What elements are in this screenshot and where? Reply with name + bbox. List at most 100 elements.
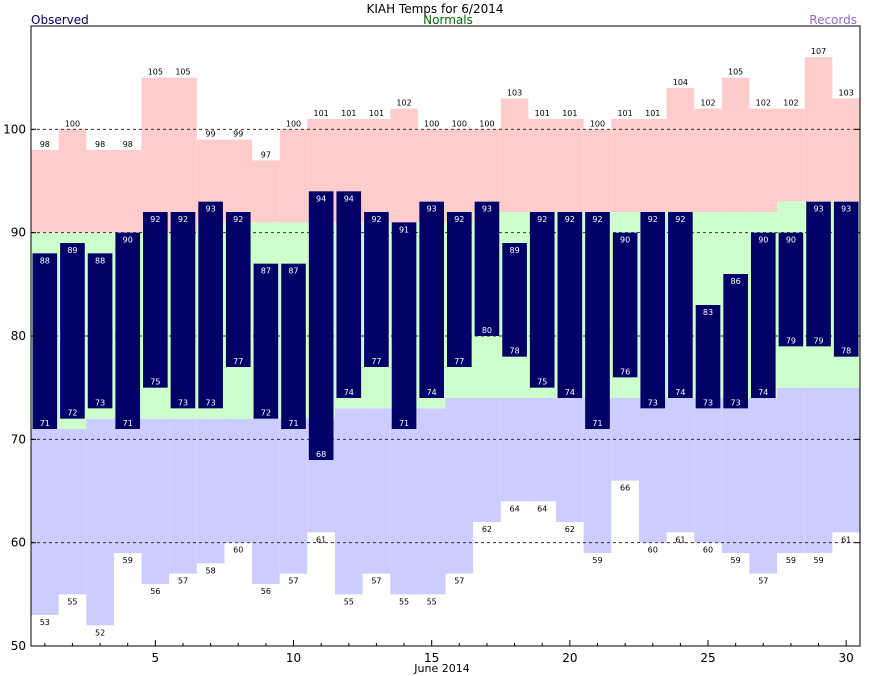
record-high-label: 105: [728, 68, 743, 77]
observed-high-label: 92: [178, 215, 188, 224]
observed-bar: [281, 263, 306, 429]
observed-low-label: 71: [40, 419, 50, 428]
record-low-label: 57: [178, 577, 188, 586]
record-low-band: [749, 398, 778, 574]
record-low-band: [500, 398, 529, 502]
record-high-band: [611, 119, 639, 212]
record-low-label: 60: [233, 546, 243, 555]
record-low-label: 60: [648, 546, 658, 555]
observed-low-label: 71: [123, 419, 133, 428]
observed-bar: [557, 212, 583, 398]
record-high-label: 100: [590, 119, 605, 128]
observed-bar: [143, 212, 168, 388]
record-low-band: [141, 418, 170, 584]
record-high-label: 101: [341, 109, 356, 118]
observed-high-label: 92: [150, 215, 160, 224]
observed-bar: [60, 243, 85, 419]
record-high-band: [390, 108, 418, 223]
record-low-band: [252, 418, 280, 584]
record-low-label: 55: [399, 597, 409, 606]
observed-low-label: 73: [731, 398, 741, 407]
observed-low-label: 73: [703, 398, 713, 407]
record-low-band: [556, 398, 584, 522]
record-high-band: [86, 150, 114, 233]
record-high-band: [721, 77, 750, 213]
record-high-label: 100: [286, 119, 301, 128]
record-high-band: [141, 77, 170, 233]
record-low-band: [31, 429, 59, 615]
x-tick-label: 15: [424, 651, 439, 665]
record-high-band: [362, 119, 391, 223]
record-high-label: 102: [396, 99, 411, 108]
legend-normals: Normals: [423, 13, 473, 27]
record-low-band: [362, 408, 391, 574]
observed-bar: [585, 212, 610, 429]
record-low-label: 60: [703, 546, 713, 555]
observed-high-label: 87: [288, 267, 298, 276]
record-high-label: 98: [123, 140, 133, 149]
record-low-band: [473, 398, 501, 522]
observed-low-label: 71: [399, 419, 409, 428]
record-high-band: [556, 119, 584, 212]
observed-high-label: 88: [95, 256, 105, 265]
record-low-band: [334, 408, 363, 595]
record-low-label: 64: [509, 504, 519, 513]
observed-low-label: 73: [95, 398, 105, 407]
observed-low-label: 73: [206, 398, 216, 407]
observed-bar: [170, 212, 196, 409]
record-low-label: 58: [206, 566, 216, 575]
record-low-band: [804, 387, 833, 553]
record-high-label: 101: [314, 109, 329, 118]
observed-low-label: 74: [427, 388, 437, 397]
observed-bar: [308, 191, 334, 461]
record-low-label: 55: [427, 597, 437, 606]
observed-low-label: 80: [482, 326, 492, 335]
observed-high-label: 93: [813, 205, 823, 214]
observed-bar: [225, 212, 251, 367]
observed-bar: [640, 212, 666, 409]
record-high-label: 99: [233, 130, 243, 139]
record-high-label: 103: [507, 88, 522, 97]
record-low-label: 55: [344, 597, 354, 606]
observed-low-label: 74: [675, 388, 685, 397]
record-high-label: 99: [206, 130, 216, 139]
observed-bar: [778, 232, 804, 347]
record-high-label: 105: [175, 68, 190, 77]
observed-high-label: 90: [758, 236, 768, 245]
y-tick-label: 50: [11, 639, 26, 653]
observed-bar: [695, 305, 721, 409]
observed-bar: [833, 201, 859, 357]
observed-bar: [474, 201, 500, 336]
observed-bar: [115, 232, 141, 429]
y-tick-label: 60: [11, 536, 26, 550]
observed-low-label: 79: [786, 336, 796, 345]
observed-low-label: 72: [261, 409, 271, 418]
record-low-label: 53: [40, 618, 50, 627]
record-low-band: [86, 418, 114, 626]
record-high-band: [749, 108, 778, 212]
observed-bar: [419, 201, 444, 398]
y-tick-label: 70: [11, 432, 26, 446]
record-high-label: 101: [645, 109, 660, 118]
record-low-label: 62: [482, 525, 492, 534]
observed-high-label: 91: [399, 225, 409, 234]
observed-low-label: 78: [509, 347, 519, 356]
record-high-label: 101: [617, 109, 632, 118]
record-high-label: 107: [811, 47, 826, 56]
legend-records: Records: [809, 13, 857, 27]
record-high-band: [252, 160, 280, 223]
observed-bar: [502, 243, 527, 357]
observed-high-label: 94: [344, 194, 354, 203]
observed-low-label: 79: [813, 336, 823, 345]
record-low-band: [417, 408, 446, 595]
legend-observed: Observed: [31, 13, 89, 27]
record-high-label: 104: [673, 78, 688, 87]
observed-bar: [198, 201, 223, 409]
record-low-band: [445, 398, 474, 574]
record-high-label: 102: [756, 99, 771, 108]
record-low-band: [196, 418, 225, 564]
y-tick-label: 100: [3, 122, 26, 136]
record-high-band: [694, 108, 722, 212]
observed-low-label: 74: [344, 388, 354, 397]
record-low-label: 59: [592, 556, 602, 565]
